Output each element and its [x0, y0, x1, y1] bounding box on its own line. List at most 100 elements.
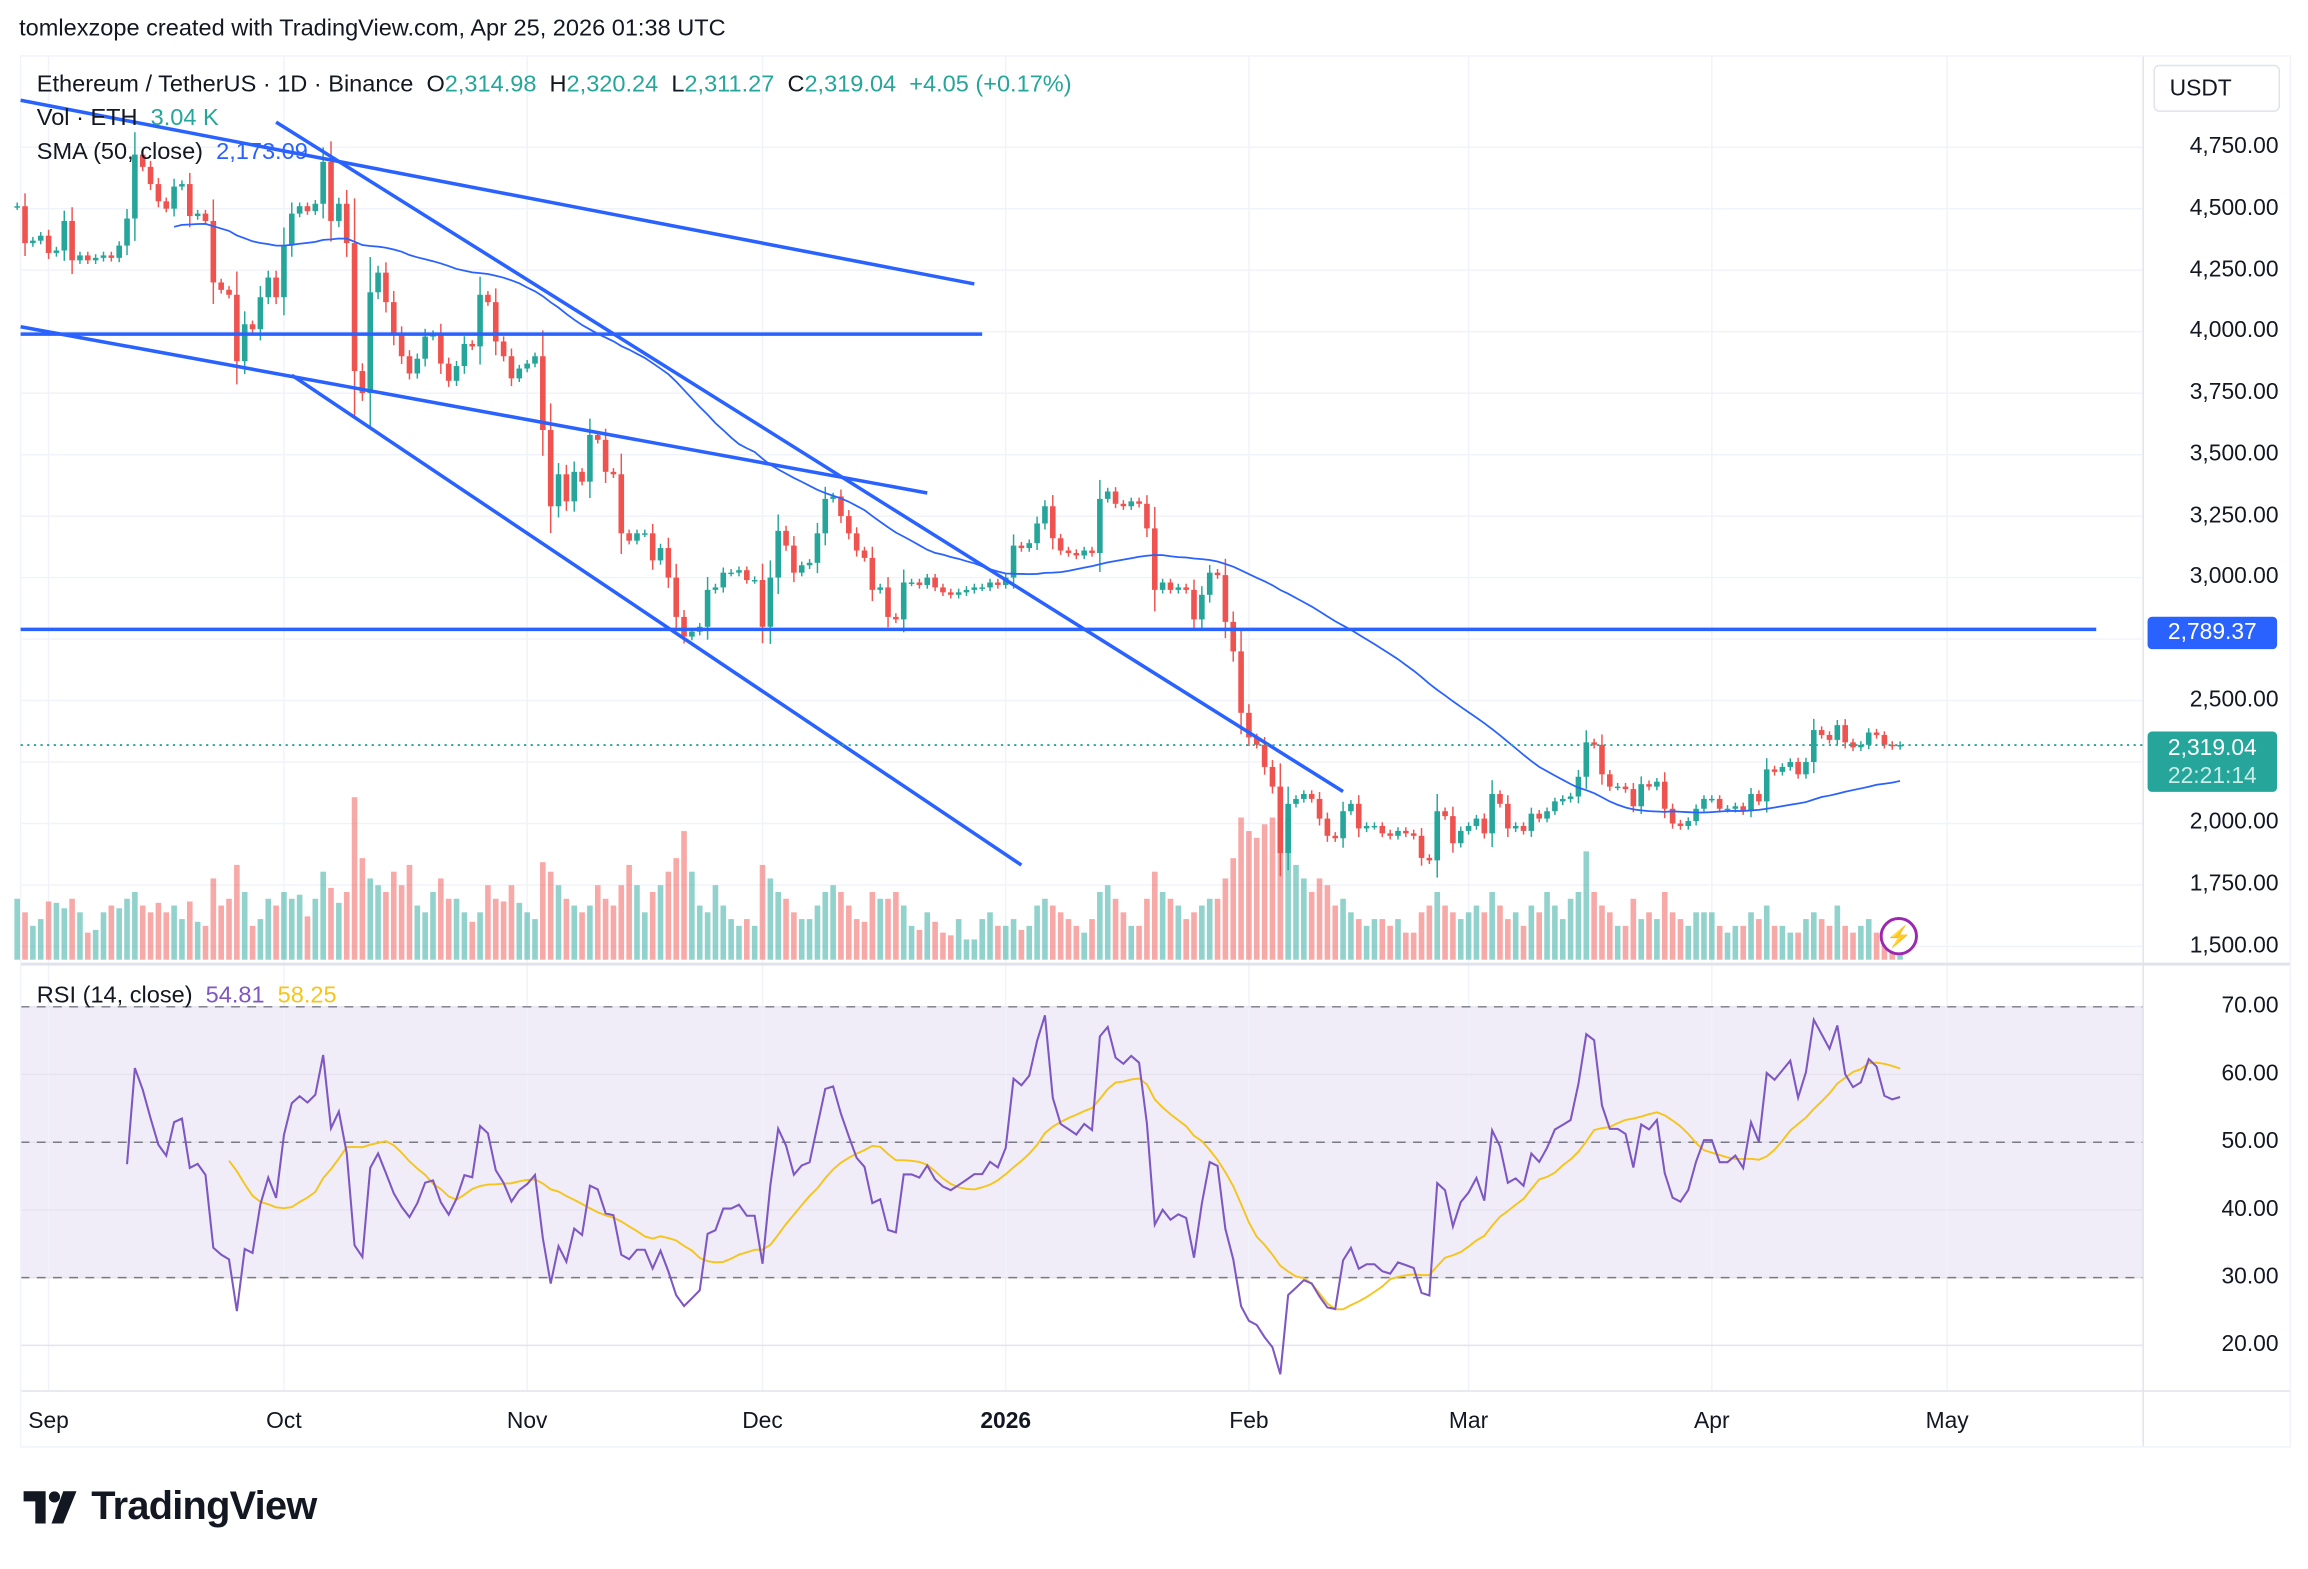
- volume-bar: [806, 919, 813, 960]
- candle-body: [1473, 818, 1480, 826]
- candle-body: [1567, 796, 1574, 799]
- volume-bar: [1104, 885, 1111, 960]
- volume-bar: [500, 901, 507, 960]
- volume-bar: [1301, 878, 1307, 960]
- logo-text: TradingView: [91, 1483, 317, 1528]
- volume-bar: [563, 898, 570, 960]
- candle-body: [414, 358, 421, 374]
- candle-body: [422, 336, 428, 359]
- currency-selector[interactable]: USDT: [2153, 64, 2281, 112]
- candle-body: [1677, 823, 1684, 826]
- volume-bar: [728, 919, 734, 960]
- volume-bar: [1120, 912, 1127, 960]
- volume-bar: [1214, 898, 1221, 960]
- candle-body: [1010, 545, 1017, 578]
- volume-bar: [1599, 905, 1605, 960]
- price-tick-label: 3,250.00: [2189, 502, 2279, 528]
- candle-body: [893, 616, 899, 620]
- candle-body: [689, 631, 695, 637]
- volume-bar: [320, 871, 326, 960]
- candle-body: [116, 245, 122, 258]
- volume-bar: [265, 898, 272, 960]
- volume-bar: [336, 902, 342, 960]
- volume-bar: [477, 912, 483, 960]
- candle-body: [453, 366, 460, 381]
- candle-body: [610, 471, 617, 475]
- candle-body: [995, 582, 1001, 585]
- candle-body: [438, 334, 444, 364]
- chart-credit: tomlexzope created with TradingView.com,…: [19, 16, 726, 42]
- candle-body: [1552, 801, 1558, 812]
- volume-bar: [492, 898, 499, 960]
- candle-body: [1826, 734, 1833, 740]
- volume-bar: [610, 905, 617, 960]
- candle-body: [594, 434, 601, 440]
- candle-body: [1512, 825, 1519, 829]
- rsi-tick-label: 20.00: [2221, 1332, 2279, 1358]
- volume-bar: [995, 925, 1001, 960]
- volume-bar: [1607, 912, 1613, 960]
- volume-bar: [1183, 919, 1189, 960]
- volume-bar: [139, 905, 146, 960]
- candle-body: [1112, 491, 1119, 504]
- lightning-icon[interactable]: ⚡: [1879, 917, 1918, 956]
- candle-body: [540, 356, 546, 431]
- time-tick-label: 2026: [980, 1408, 1032, 1434]
- symbol-title[interactable]: Ethereum / TetherUS · 1D · Binance: [36, 72, 414, 98]
- candle-body: [124, 218, 130, 246]
- volume-bar: [85, 932, 91, 960]
- sma-label[interactable]: SMA (50, close): [36, 139, 204, 165]
- candle-body: [1206, 572, 1213, 595]
- volume-bar: [37, 919, 44, 960]
- candle-body: [1081, 550, 1087, 556]
- high-label: H: [549, 72, 567, 98]
- price-tick-label: 2,500.00: [2189, 687, 2279, 713]
- candle-body: [1089, 550, 1095, 553]
- candle-body: [1261, 744, 1268, 767]
- volume-bar: [963, 939, 970, 960]
- candle-body: [720, 572, 727, 588]
- time-tick-label: Dec: [742, 1408, 783, 1434]
- volume-bar: [1285, 817, 1291, 960]
- candle-body: [132, 154, 138, 219]
- volume-bar: [100, 912, 107, 960]
- tradingview-logo[interactable]: TradingView: [23, 1483, 317, 1530]
- volume-bar: [1034, 905, 1040, 960]
- candle-body: [1685, 821, 1692, 826]
- candle-body: [1363, 825, 1370, 829]
- volume-bar: [438, 878, 444, 960]
- candle-body: [1881, 734, 1888, 745]
- rsi-label[interactable]: RSI (14, close): [36, 983, 193, 1009]
- volume-bar: [1277, 797, 1284, 960]
- candle-body: [626, 533, 632, 541]
- time-tick-label: Mar: [1448, 1408, 1489, 1434]
- volume-bar: [375, 885, 381, 960]
- candle-body: [814, 533, 821, 563]
- volume-bar: [681, 831, 687, 960]
- price-tick-label: 4,250.00: [2189, 256, 2279, 282]
- volume-bar: [1497, 905, 1503, 960]
- volume-bar: [1811, 912, 1817, 960]
- volume-bar: [1646, 912, 1652, 960]
- time-tick-label: May: [1925, 1408, 1969, 1434]
- volume-label[interactable]: Vol · ETH: [36, 105, 138, 132]
- candle-body: [657, 548, 664, 561]
- candle-body: [1709, 798, 1715, 801]
- candle-body: [226, 289, 232, 295]
- volume-bar: [249, 925, 256, 960]
- volume-bar: [657, 885, 664, 960]
- volume-bar: [1654, 919, 1660, 960]
- candle-body: [155, 184, 162, 202]
- candle-body: [1811, 730, 1817, 763]
- candle-body: [1410, 833, 1417, 836]
- candle-body: [1842, 725, 1848, 743]
- volume-bar: [1465, 912, 1472, 960]
- volume-bar: [163, 912, 170, 960]
- volume-bar: [1324, 885, 1331, 960]
- candle-body: [1348, 803, 1354, 812]
- candle-body: [1120, 503, 1127, 507]
- candle-body: [108, 255, 115, 258]
- candle-body: [712, 587, 719, 590]
- candle-body: [1748, 793, 1754, 812]
